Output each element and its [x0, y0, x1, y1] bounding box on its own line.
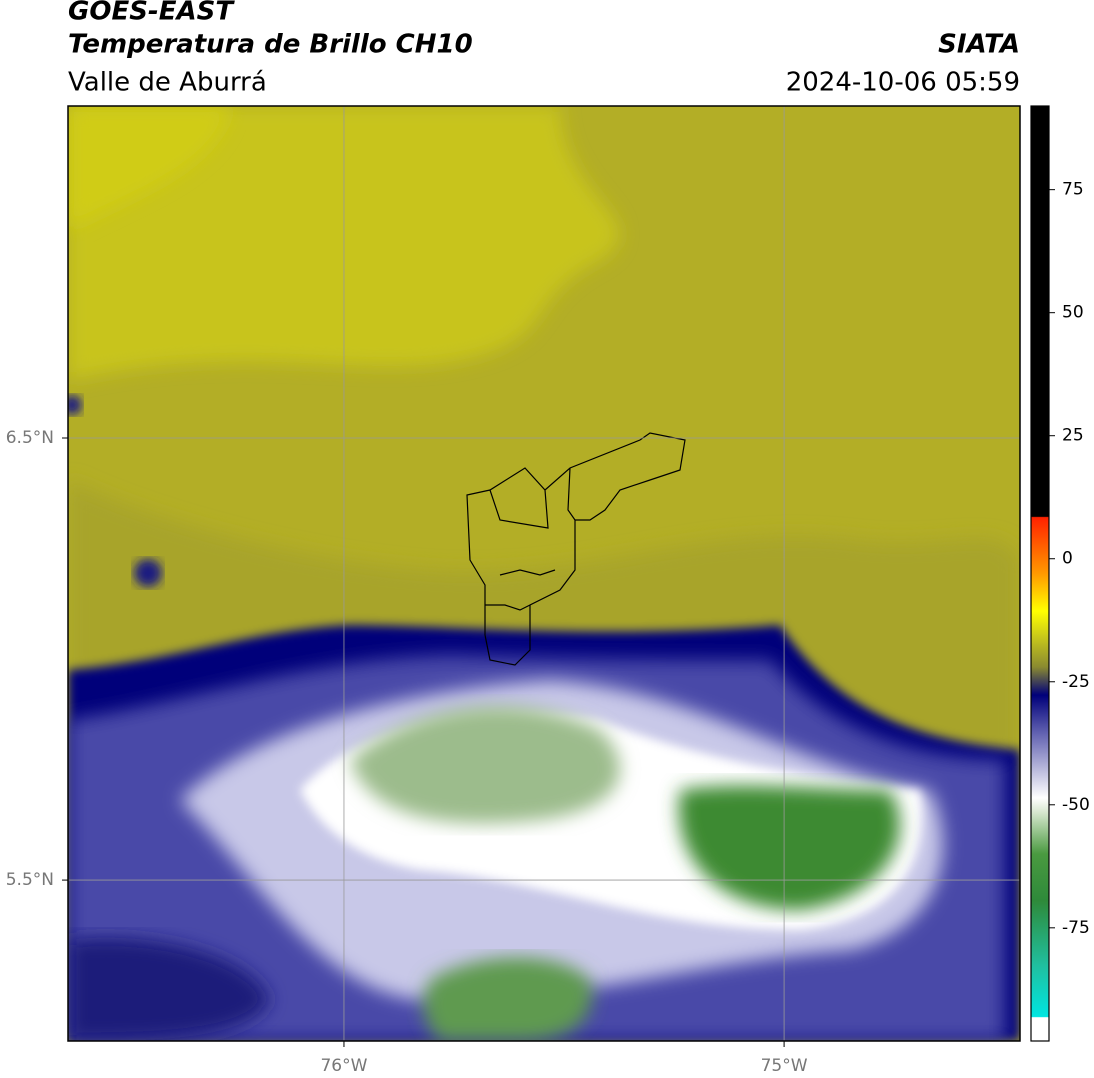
- colorbar-tick-label: 25: [1062, 426, 1084, 446]
- colorbar-tick-label: -50: [1062, 795, 1090, 815]
- colorbar-tick-label: 50: [1062, 303, 1084, 323]
- colorbar-tick-label: -75: [1062, 918, 1090, 938]
- datetime: 2024-10-06 05:59: [786, 68, 1020, 98]
- x-tick-label: 76°W: [320, 1056, 367, 1076]
- y-tick-label: 6.5°N: [6, 428, 54, 448]
- map-frame: [67, 105, 1021, 1042]
- y-tick-label: 5.5°N: [6, 870, 54, 890]
- source: SIATA: [938, 30, 1020, 60]
- satellite-image: [68, 106, 1020, 1041]
- colorbar-tick-label: 0: [1062, 549, 1073, 569]
- colorbar-tick-label: 75: [1062, 180, 1084, 200]
- region: Valle de Aburrá: [68, 68, 267, 98]
- subtitle: Temperatura de Brillo CH10: [68, 30, 473, 60]
- x-tick-label: 75°W: [761, 1056, 808, 1076]
- colorbar: [1030, 105, 1050, 1042]
- colorbar-tick-label: -25: [1062, 672, 1090, 692]
- title: GOES-EAST: [68, 0, 235, 27]
- map-axes: 76°W 75°W 6.5°N 5.5°N: [6, 106, 1020, 1076]
